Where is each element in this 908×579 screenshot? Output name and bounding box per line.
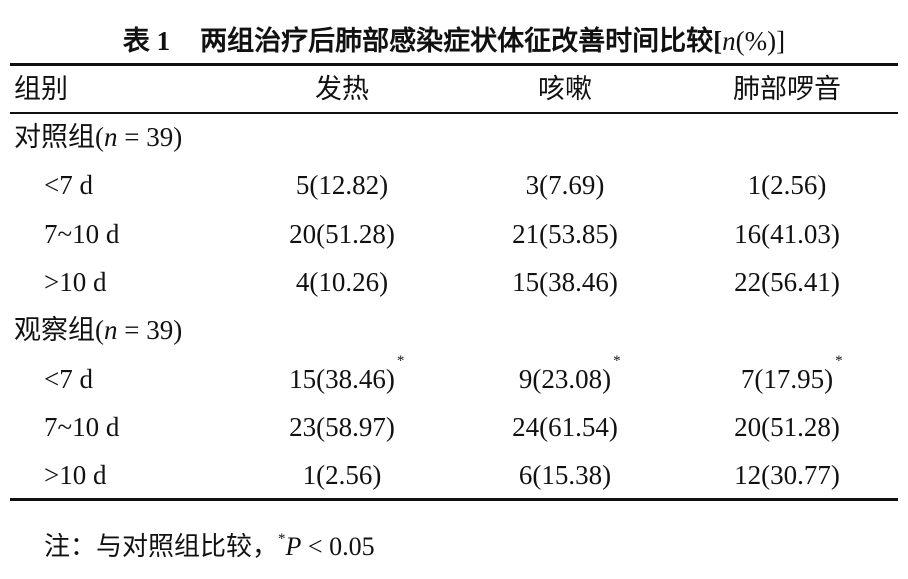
cell: 1(2.56)	[748, 172, 827, 199]
note-var: P	[285, 532, 302, 561]
row-label: >10 d	[44, 460, 107, 491]
group-name: 观察组(	[14, 315, 104, 346]
cell-text: 3(7.69)	[525, 170, 605, 201]
cell: 5(12.82)	[296, 172, 388, 199]
cell-text: 21(53.85)	[512, 218, 618, 249]
cell: 20(51.28)	[289, 218, 395, 249]
header-cell: 组别	[14, 74, 68, 104]
row-label: <7 d	[44, 170, 93, 201]
note-mark: *	[278, 531, 286, 547]
cell: 22(56.41)	[734, 266, 840, 297]
cell: 4(10.26)	[295, 266, 389, 297]
cell: 7(17.95) *	[740, 353, 843, 394]
cell-mark: *	[613, 352, 621, 369]
group-name: 对照组(	[14, 122, 104, 152]
cell: 9(23.08) *	[518, 353, 621, 394]
cell-text: 1(2.56)	[747, 170, 827, 201]
cell: 21(53.85)	[512, 218, 618, 249]
note-rest: < 0.05	[301, 532, 375, 561]
cell: 16(41.03)	[734, 218, 840, 249]
cell: 3(7.69)	[526, 172, 605, 199]
top-rule	[10, 63, 898, 66]
cell: 6(15.38)	[519, 462, 611, 489]
cell-mark: *	[835, 352, 843, 369]
cell-text: 4(10.26)	[295, 266, 389, 297]
bottom-rule	[10, 498, 898, 501]
cell: 24(61.54)	[512, 411, 618, 442]
cell-text: 23(58.97)	[289, 411, 395, 442]
cell-text: 1(2.56)	[302, 460, 382, 491]
cell-text: 20(51.28)	[289, 218, 395, 249]
cell-text: 5(12.82)	[295, 170, 389, 201]
group-rest: = 39)	[117, 315, 183, 346]
header-cell: 肺部啰音	[733, 74, 841, 104]
cell-text: 15(38.46)	[512, 266, 618, 297]
cell-text: 24(61.54)	[512, 411, 618, 442]
cell-text: 6(15.38)	[518, 460, 612, 491]
cell: 1(2.56)	[303, 462, 382, 489]
cell-mark: *	[396, 352, 405, 369]
title-var: n	[722, 26, 736, 56]
header-rule	[10, 112, 898, 114]
cell: 20(51.28)	[734, 411, 840, 442]
cell: 23(58.97)	[289, 411, 395, 442]
header-cell: 咳嗽	[538, 74, 592, 104]
row-label: 7~10 d	[44, 411, 120, 442]
cell-text: 12(30.77)	[734, 460, 840, 491]
cell: 15(38.46)	[512, 266, 618, 297]
group-label: 观察组(n = 39)	[14, 317, 182, 344]
title-label: 表 1	[122, 26, 171, 56]
note-text: 注：与对照组比较，	[44, 532, 279, 561]
group-rest: = 39)	[117, 122, 183, 152]
row-label: 7~10 d	[44, 218, 120, 249]
row-label: <7 d	[44, 363, 93, 394]
cell-text: 22(56.41)	[734, 266, 840, 297]
row-label: >10 d	[44, 266, 107, 297]
cell: 12(30.77)	[734, 462, 840, 489]
note: 注：与对照组比较，*P < 0.05	[44, 531, 375, 561]
cell-text: 7(17.95)	[740, 363, 834, 394]
group-var: n	[104, 122, 118, 152]
header-cell: 发热	[315, 74, 369, 104]
cell-text: 15(38.46)	[289, 363, 395, 394]
cell: 15(38.46) *	[289, 353, 404, 394]
cell-text: 20(51.28)	[734, 411, 840, 442]
title-text: 两组治疗后肺部感染症状体征改善时间比较[	[200, 26, 723, 56]
cell-text: 9(23.08)	[518, 363, 612, 394]
group-var: n	[104, 315, 118, 346]
table-title: 表 1 两组治疗后肺部感染症状体征改善时间比较[n(%)]	[0, 28, 908, 55]
group-label: 对照组(n = 39)	[14, 124, 182, 151]
title-rest: (%)]	[735, 26, 786, 56]
cell-text: 16(41.03)	[734, 218, 840, 249]
